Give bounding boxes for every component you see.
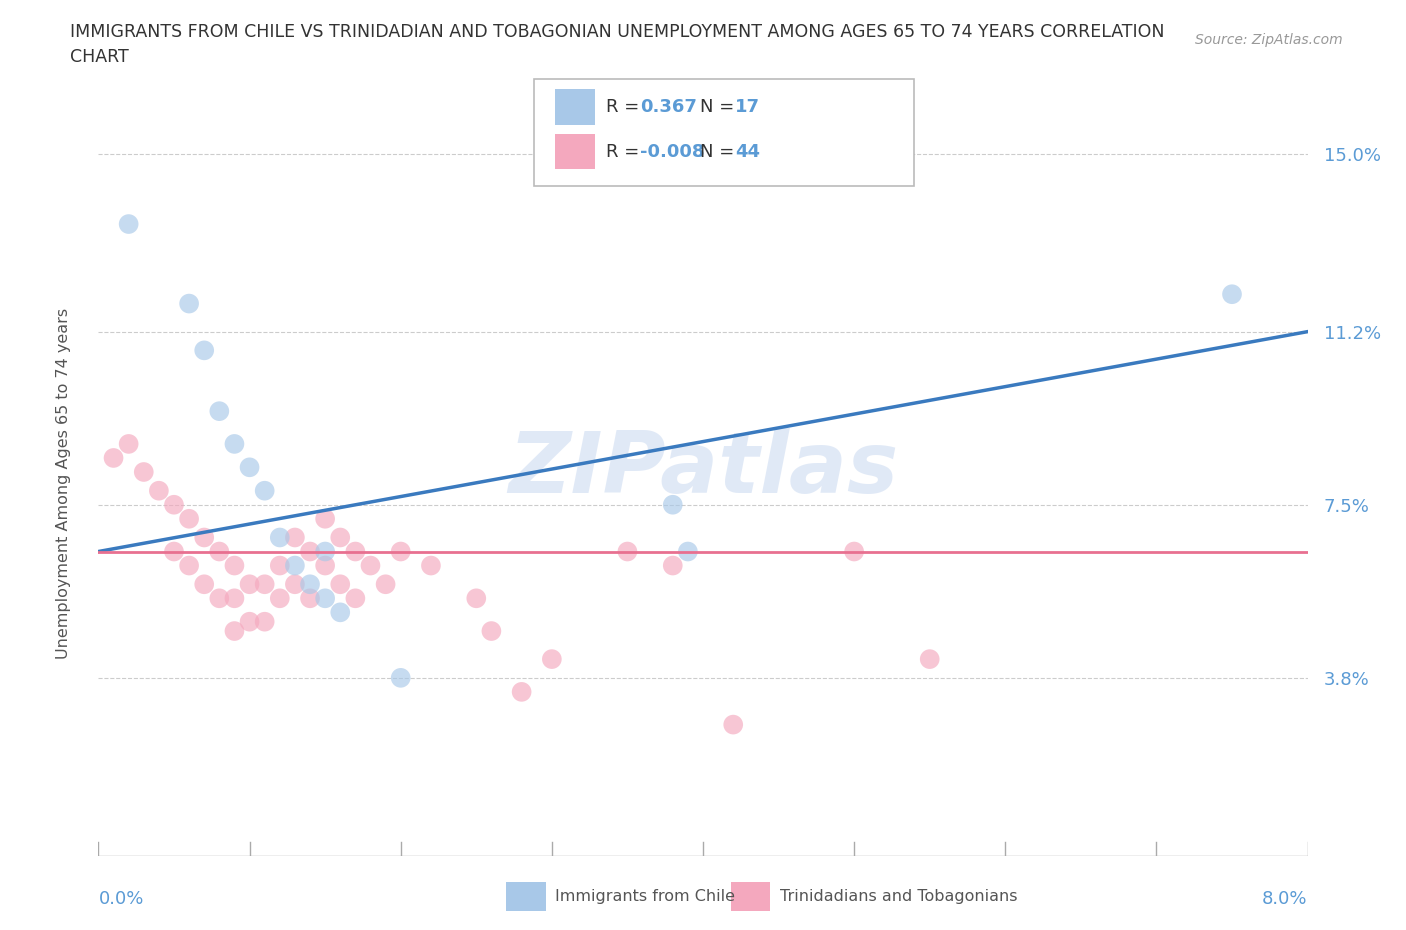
Point: [224, 436, 246, 451]
Point: [224, 624, 246, 639]
Text: 8.0%: 8.0%: [1263, 890, 1308, 909]
Point: [465, 591, 488, 605]
Point: [208, 404, 231, 418]
Point: [118, 217, 141, 232]
Text: N =: N =: [700, 142, 740, 161]
Point: [253, 614, 276, 629]
Text: Source: ZipAtlas.com: Source: ZipAtlas.com: [1195, 33, 1343, 46]
Point: [179, 296, 201, 311]
Point: [389, 544, 412, 559]
Point: [132, 465, 155, 480]
Point: [299, 544, 322, 559]
Point: [269, 530, 291, 545]
Point: [510, 684, 533, 699]
Point: [179, 512, 201, 526]
Point: [661, 498, 683, 512]
Point: [314, 544, 336, 559]
Point: [284, 558, 307, 573]
Text: Trinidadians and Tobagonians: Trinidadians and Tobagonians: [780, 889, 1018, 904]
Point: [360, 558, 382, 573]
Point: [1220, 286, 1243, 301]
Text: 17: 17: [735, 98, 761, 116]
Point: [314, 512, 336, 526]
Point: [148, 484, 170, 498]
Text: ZIPatlas: ZIPatlas: [508, 428, 898, 512]
Point: [193, 577, 215, 591]
Point: [329, 577, 352, 591]
Point: [163, 498, 186, 512]
Point: [374, 577, 396, 591]
Text: Immigrants from Chile: Immigrants from Chile: [555, 889, 735, 904]
Point: [103, 450, 125, 465]
Point: [239, 614, 262, 629]
Text: 44: 44: [735, 142, 761, 161]
Point: [299, 577, 322, 591]
Point: [676, 544, 699, 559]
Point: [661, 558, 683, 573]
Point: [299, 591, 322, 605]
Point: [314, 591, 336, 605]
Text: R =: R =: [606, 98, 645, 116]
Point: [344, 544, 367, 559]
Point: [284, 530, 307, 545]
Point: [269, 591, 291, 605]
Text: R =: R =: [606, 142, 645, 161]
Point: [420, 558, 443, 573]
Point: [208, 544, 231, 559]
Point: [329, 530, 352, 545]
Point: [239, 459, 262, 474]
Point: [844, 544, 866, 559]
Point: [918, 652, 941, 667]
Point: [723, 717, 745, 732]
Point: [239, 577, 262, 591]
Point: [193, 343, 215, 358]
Point: [314, 558, 336, 573]
Text: Unemployment Among Ages 65 to 74 years: Unemployment Among Ages 65 to 74 years: [56, 308, 70, 659]
Text: 0.0%: 0.0%: [98, 890, 143, 909]
Point: [208, 591, 231, 605]
Point: [269, 558, 291, 573]
Text: -0.008: -0.008: [640, 142, 704, 161]
Point: [389, 671, 412, 685]
Point: [540, 652, 562, 667]
Point: [118, 436, 141, 451]
Point: [329, 604, 352, 619]
Text: IMMIGRANTS FROM CHILE VS TRINIDADIAN AND TOBAGONIAN UNEMPLOYMENT AMONG AGES 65 T: IMMIGRANTS FROM CHILE VS TRINIDADIAN AND…: [70, 23, 1164, 41]
Point: [253, 577, 276, 591]
Point: [224, 591, 246, 605]
Point: [193, 530, 215, 545]
Text: CHART: CHART: [70, 48, 129, 66]
Point: [163, 544, 186, 559]
Text: N =: N =: [700, 98, 740, 116]
Point: [179, 558, 201, 573]
Text: 0.367: 0.367: [640, 98, 696, 116]
Point: [481, 624, 503, 639]
Point: [253, 484, 276, 498]
Point: [284, 577, 307, 591]
Point: [616, 544, 638, 559]
Point: [344, 591, 367, 605]
Point: [224, 558, 246, 573]
